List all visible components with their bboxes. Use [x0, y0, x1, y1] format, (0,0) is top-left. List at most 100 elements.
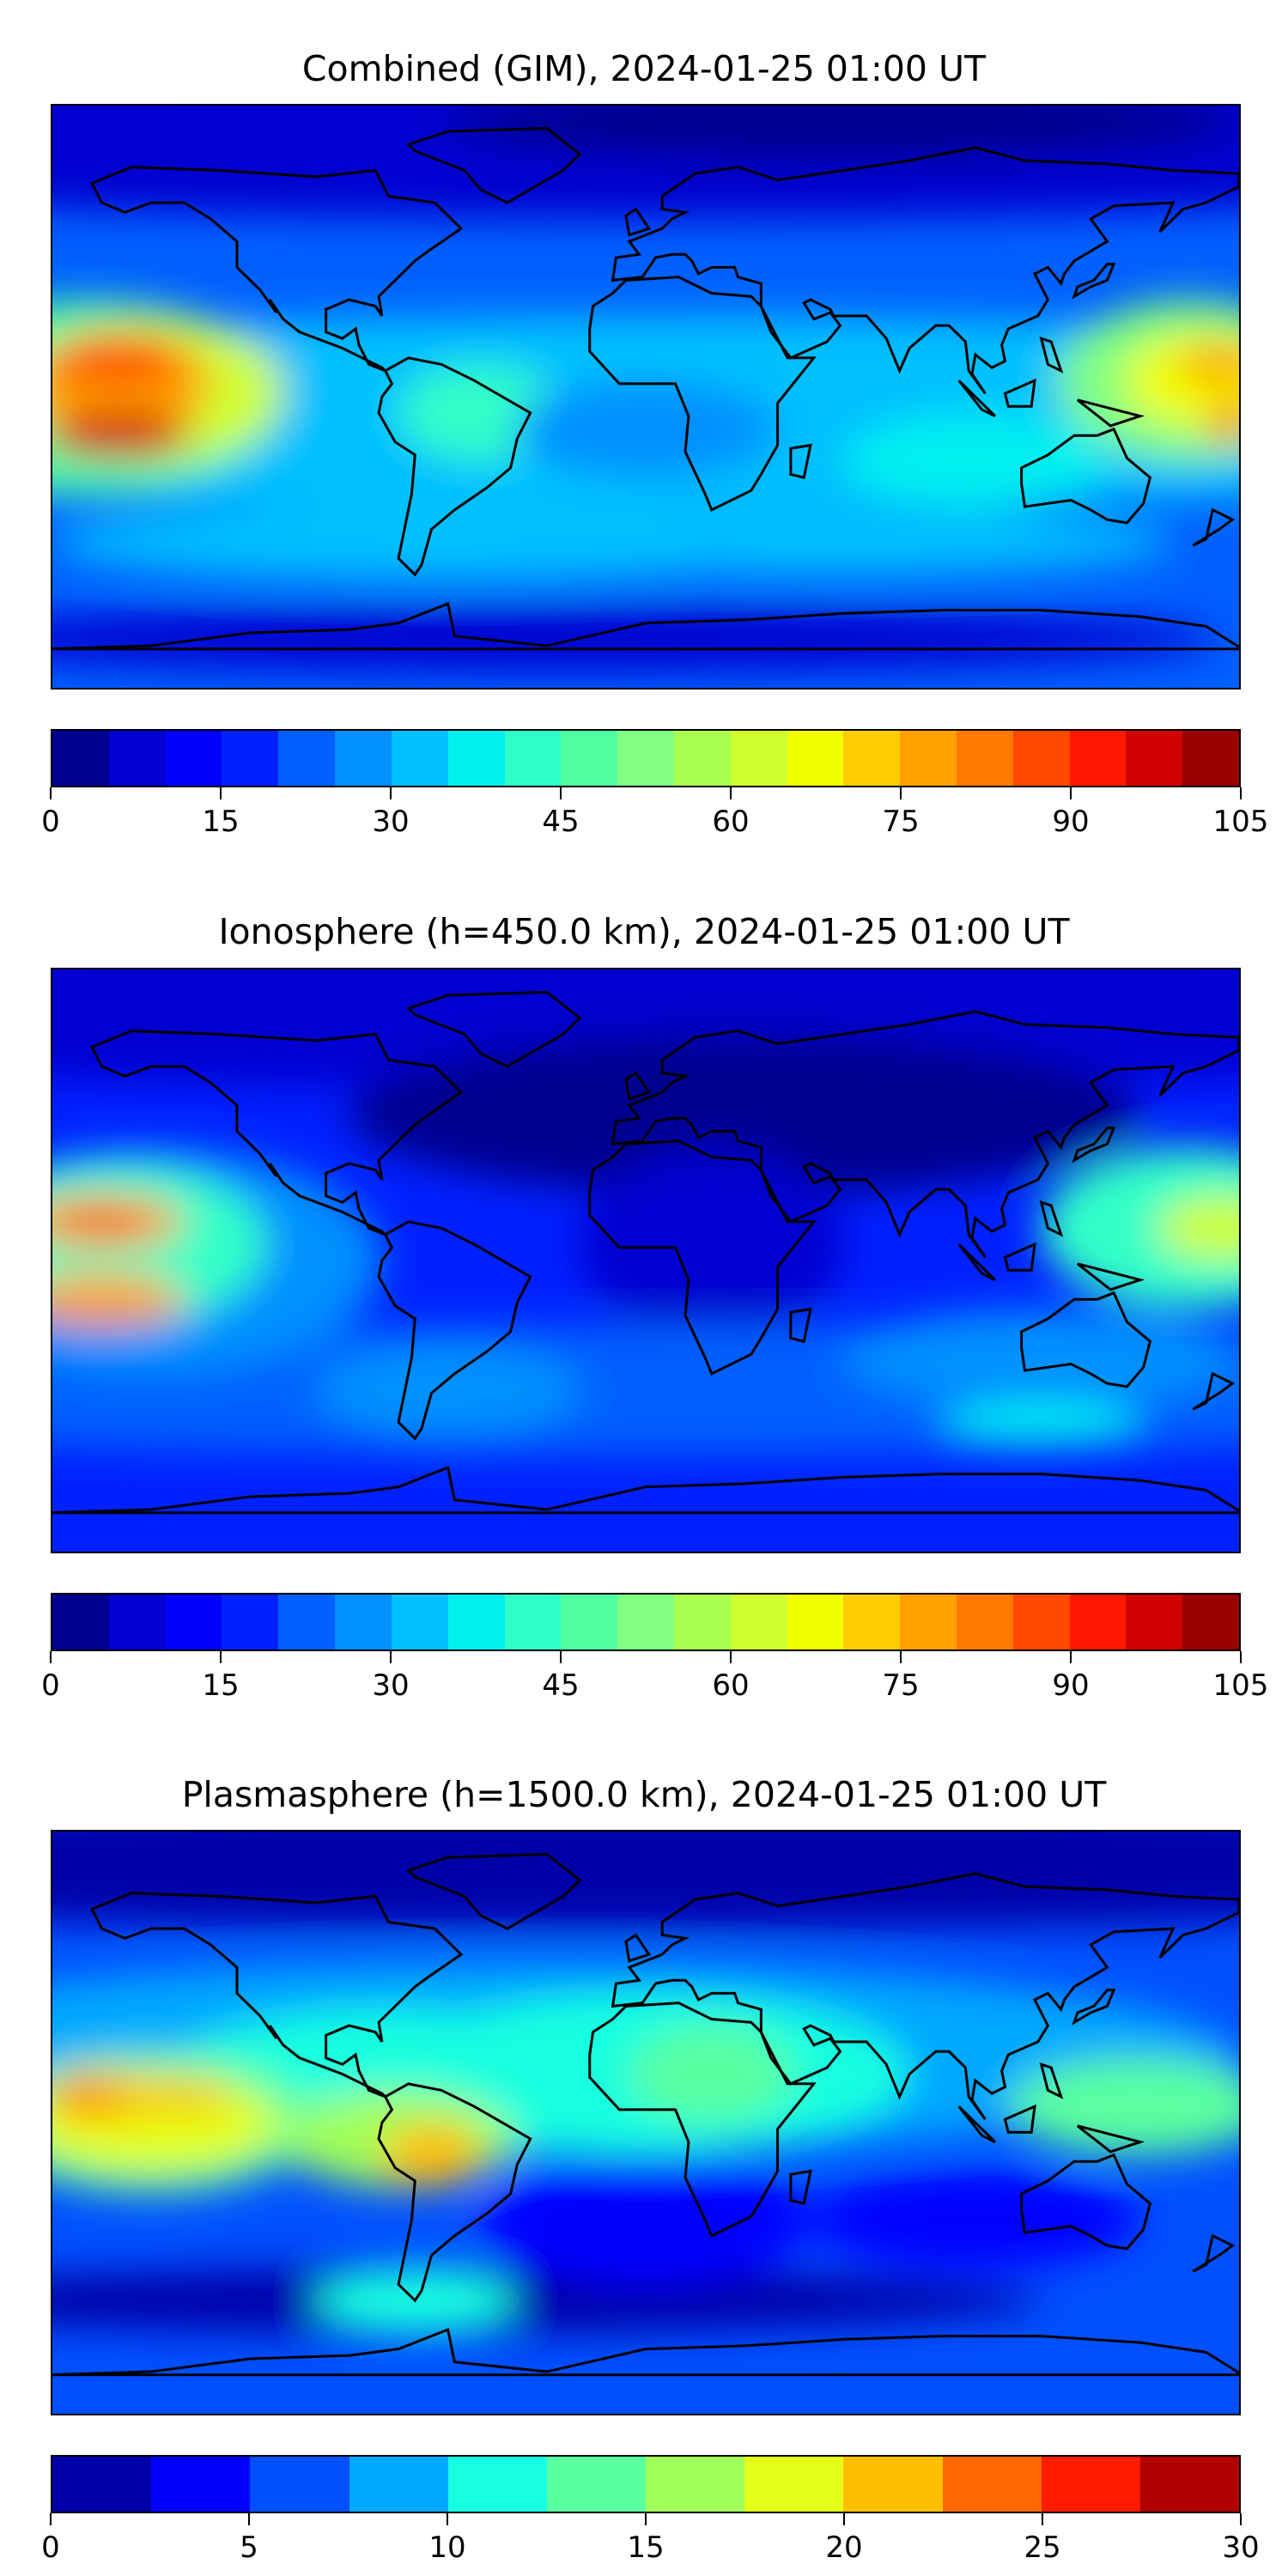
colorbar-ticks: 0 15 30 45 60 75 90 105	[41, 787, 1268, 839]
colorbar-bin	[1069, 731, 1127, 786]
tec-contour-region	[843, 1309, 1239, 1406]
coastline	[791, 446, 811, 478]
colorbar-bin	[843, 2457, 943, 2512]
tec-contour-region	[1041, 1147, 1239, 1309]
tec-contour-region	[349, 1034, 1140, 1196]
tec-contour-region	[513, 509, 1174, 575]
colorbar-bin	[222, 731, 279, 786]
tec-contour-region	[52, 338, 185, 384]
colorbar-bin	[1041, 2457, 1140, 2512]
colorbar-bin	[504, 1595, 562, 1649]
chart-title: Combined (GIM), 2024-01-25 01:00 UT	[301, 48, 987, 89]
tick-mark	[729, 1651, 732, 1663]
colorbar-bin	[561, 731, 618, 786]
colorbar-bin	[278, 731, 336, 786]
coastline	[379, 358, 531, 574]
tec-contour-region	[513, 380, 778, 478]
colorbar-bin	[52, 2457, 152, 2512]
colorbar-bin	[165, 731, 222, 786]
map-plasmasphere	[51, 1830, 1241, 2415]
coastline	[1078, 2126, 1140, 2152]
tick-mark	[389, 787, 392, 799]
colorbar-bin	[546, 2457, 647, 2512]
coastline	[409, 128, 580, 203]
coastline	[1022, 2155, 1151, 2249]
tick-mark	[219, 787, 222, 799]
coastline	[1074, 1128, 1114, 1161]
colorbar-bin	[900, 1595, 957, 1649]
colorbar	[51, 1593, 1241, 1651]
colorbar-bin	[787, 1595, 844, 1649]
tec-contour-region	[481, 2154, 811, 2285]
colorbar-bin	[1069, 1595, 1127, 1649]
colorbar-bin	[349, 2457, 448, 2512]
coastline	[379, 1222, 531, 1438]
tick-mark	[1070, 1651, 1072, 1663]
tick-label: 15	[202, 1668, 240, 1703]
tec-contour-region	[447, 106, 1239, 161]
tick-label: 105	[1212, 1668, 1269, 1703]
tec-contour-region	[810, 2171, 1140, 2269]
coastline	[92, 167, 461, 371]
coastline	[409, 992, 580, 1066]
coastline	[1078, 400, 1140, 426]
coastline	[52, 604, 1239, 649]
tec-contour-region	[52, 412, 191, 459]
colorbar-bin	[222, 1595, 279, 1649]
tick-label: 5	[240, 2530, 258, 2565]
colorbar-bin	[447, 1595, 505, 1649]
tick-mark	[1042, 2513, 1043, 2525]
tick-mark	[1240, 2513, 1242, 2525]
colorbar-bin	[151, 2457, 251, 2512]
coastline	[1193, 510, 1232, 545]
tec-contour-region	[52, 1832, 1239, 1929]
tick-label: 30	[372, 1668, 410, 1703]
tick-label: 90	[1052, 1668, 1090, 1703]
coastline	[590, 2003, 814, 2236]
tec-contour-region	[381, 2123, 482, 2188]
coastline	[626, 1935, 649, 1961]
coastline	[613, 1874, 1239, 2119]
colorbar-bin	[165, 1595, 222, 1649]
tick-mark	[247, 2513, 250, 2525]
tec-field	[52, 969, 1239, 1455]
tick-label: 10	[428, 2530, 466, 2565]
coastline	[1042, 1202, 1061, 1235]
colorbar-bin	[561, 1595, 618, 1649]
colorbar-bin	[108, 1595, 166, 1649]
coastline	[1022, 429, 1151, 523]
coastline	[590, 1141, 814, 1374]
tec-contour-region	[52, 2268, 1042, 2333]
colorbar-bin	[1182, 731, 1240, 786]
tick-mark	[729, 787, 732, 799]
tec-contour-region	[52, 1273, 185, 1326]
colorbar-bin	[447, 2457, 547, 2512]
coastline	[959, 2106, 995, 2142]
colorbar-bin	[957, 1595, 1013, 1649]
colorbar-bin	[335, 731, 392, 786]
colorbar-bin	[957, 731, 1013, 786]
colorbar-bin	[942, 2457, 1042, 2512]
tick-label: 30	[372, 805, 410, 839]
colorbar-bin	[1139, 2457, 1240, 2512]
colorbar-bin	[52, 731, 109, 786]
tec-contour-region	[52, 606, 1223, 672]
tec-contour-region	[137, 2081, 231, 2113]
coastline	[409, 1854, 580, 1929]
tec-field	[52, 1832, 1239, 2333]
tec-contour-region	[580, 1147, 844, 1342]
coastline	[1074, 264, 1114, 297]
tec-contour-region	[316, 1341, 580, 1439]
coastline	[52, 1467, 1239, 1513]
tick-label: 60	[712, 805, 750, 839]
tick-mark	[842, 2513, 845, 2525]
coastline	[1193, 1374, 1232, 1409]
coastline	[1005, 2106, 1035, 2132]
colorbar-bin	[278, 1595, 336, 1649]
colorbar-bin	[250, 2457, 349, 2512]
colorbar-bin	[1012, 1595, 1070, 1649]
coastline	[379, 2084, 531, 2300]
coastline	[959, 380, 995, 416]
colorbar-bin	[673, 1595, 731, 1649]
coastline	[613, 1012, 1239, 1257]
